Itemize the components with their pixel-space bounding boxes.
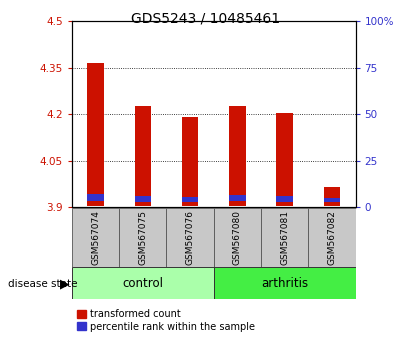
Bar xyxy=(276,196,293,201)
Text: GDS5243 / 10485461: GDS5243 / 10485461 xyxy=(131,11,280,25)
Bar xyxy=(119,208,166,267)
Bar xyxy=(134,107,151,206)
Text: disease state: disease state xyxy=(8,279,78,289)
Bar xyxy=(229,107,246,206)
Bar xyxy=(308,208,356,267)
Text: GSM567074: GSM567074 xyxy=(91,210,100,265)
Bar xyxy=(323,198,340,202)
Text: GSM567076: GSM567076 xyxy=(186,210,194,265)
Bar xyxy=(214,208,261,267)
Text: GSM567075: GSM567075 xyxy=(139,210,147,265)
Bar xyxy=(72,267,214,299)
Bar xyxy=(214,267,356,299)
Bar xyxy=(323,187,340,206)
Bar xyxy=(87,63,104,206)
Text: GSM567080: GSM567080 xyxy=(233,210,242,265)
Bar xyxy=(182,197,199,202)
Text: GSM567081: GSM567081 xyxy=(280,210,289,265)
Text: ▶: ▶ xyxy=(60,278,70,291)
Text: GSM567082: GSM567082 xyxy=(328,210,336,265)
Bar xyxy=(72,208,119,267)
Bar xyxy=(229,195,246,201)
Bar xyxy=(261,208,308,267)
Bar xyxy=(87,194,104,201)
Text: arthritis: arthritis xyxy=(261,277,308,290)
Bar xyxy=(182,117,199,206)
Bar xyxy=(134,196,151,201)
Legend: transformed count, percentile rank within the sample: transformed count, percentile rank withi… xyxy=(77,309,255,332)
Bar xyxy=(276,113,293,206)
Bar xyxy=(166,208,214,267)
Text: control: control xyxy=(122,277,163,290)
